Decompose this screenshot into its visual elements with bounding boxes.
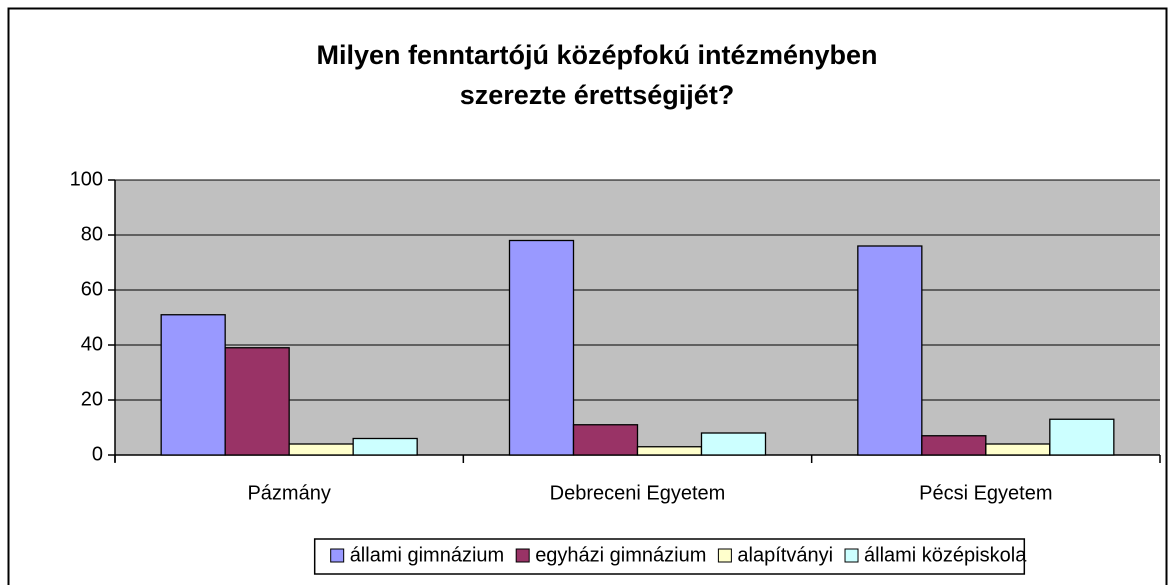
legend-box (313, 538, 1026, 575)
legend-swatch (844, 548, 859, 563)
bar (636, 446, 703, 456)
legend-swatch (717, 548, 732, 563)
legend-swatch (330, 548, 345, 563)
legend-swatch (515, 548, 530, 563)
bar (160, 314, 226, 456)
bar (921, 435, 987, 456)
bar (572, 424, 639, 456)
bar (985, 443, 1051, 456)
bar (857, 245, 923, 456)
y-tick-label: 20 (81, 388, 103, 410)
legend-label: állami gimnázium (350, 544, 505, 566)
bar (700, 432, 767, 456)
bar (508, 239, 575, 456)
bar (224, 347, 290, 456)
x-tick-label: Debreceni Egyetem (550, 482, 726, 504)
legend-label: alapítványi (737, 544, 833, 566)
y-tick-label: 80 (81, 223, 103, 245)
x-tick-label: Pázmány (247, 482, 330, 504)
y-tick-label: 0 (92, 443, 103, 465)
chart-title: szerezte érettségijét? (460, 80, 735, 110)
y-tick-label: 100 (70, 168, 103, 190)
bar (352, 437, 418, 456)
bar (288, 443, 354, 456)
legend-label: állami középiskola (864, 544, 1027, 566)
x-tick-label: Pécsi Egyetem (919, 482, 1052, 504)
legend-label: egyházi gimnázium (535, 544, 706, 566)
y-tick-label: 40 (81, 333, 103, 355)
bar (1049, 418, 1115, 456)
y-tick-label: 60 (81, 278, 103, 300)
chart-title: Milyen fenntartójú középfokú intézménybe… (316, 40, 877, 70)
